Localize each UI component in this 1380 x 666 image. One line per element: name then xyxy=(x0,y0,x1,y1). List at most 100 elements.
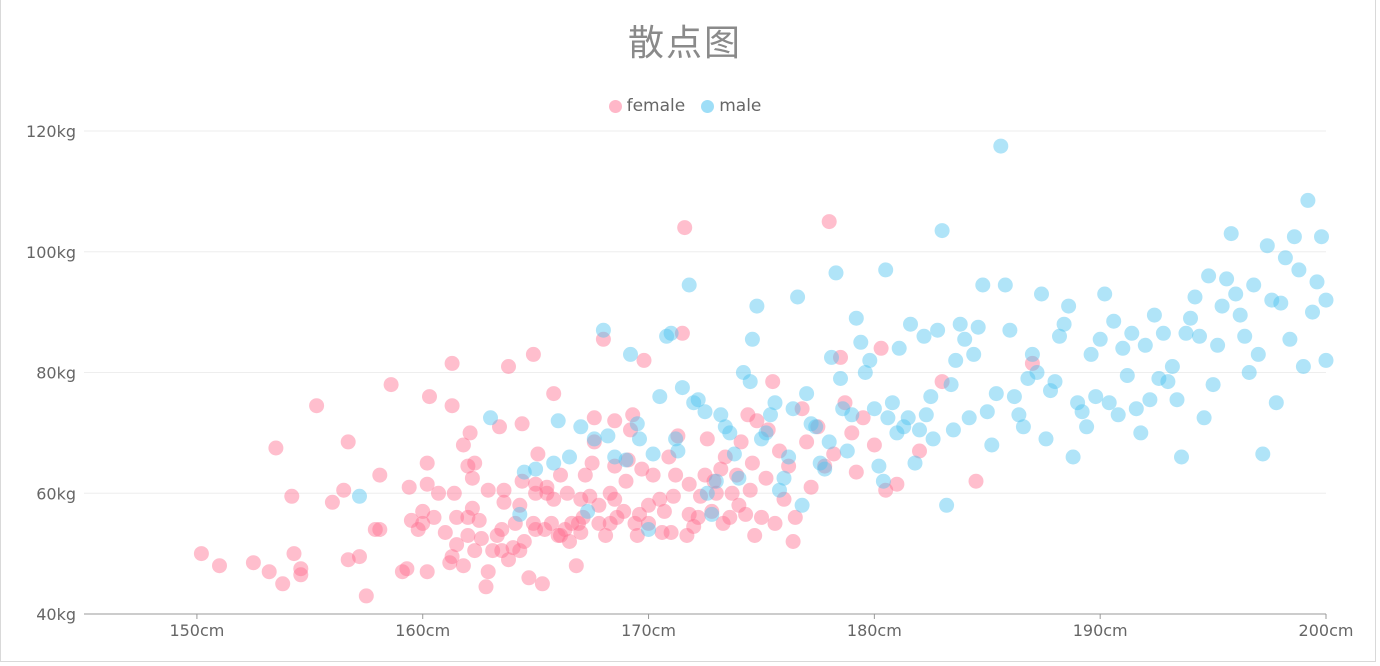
point-female xyxy=(460,528,476,543)
point-female xyxy=(534,576,550,592)
point-male xyxy=(744,331,760,347)
point-male xyxy=(1160,374,1176,390)
point-female xyxy=(573,525,589,540)
point-male xyxy=(623,346,638,362)
point-female xyxy=(912,443,927,459)
point-male xyxy=(943,377,959,393)
point-male xyxy=(1070,395,1086,411)
point-male xyxy=(988,386,1004,402)
x-tick-label: 170cm xyxy=(621,621,676,640)
point-female xyxy=(665,488,681,504)
point-female xyxy=(460,509,476,525)
point-female xyxy=(704,503,720,519)
point-female xyxy=(415,515,431,531)
point-male xyxy=(704,506,720,522)
point-female xyxy=(878,482,894,498)
point-female xyxy=(431,485,446,501)
point-female xyxy=(826,446,842,462)
point-male xyxy=(833,371,848,386)
point-female xyxy=(358,588,374,604)
point-male xyxy=(1097,286,1113,302)
point-male xyxy=(785,401,801,417)
point-male xyxy=(1146,307,1162,323)
point-female xyxy=(473,531,489,546)
point-male xyxy=(925,431,941,447)
point-female xyxy=(501,552,516,568)
point-female xyxy=(661,449,677,465)
point-female xyxy=(268,440,284,456)
point-female xyxy=(550,528,566,543)
point-male xyxy=(891,340,907,356)
y-tick-label: 60kg xyxy=(36,484,76,503)
point-female xyxy=(422,389,437,405)
point-male xyxy=(735,365,751,380)
point-female xyxy=(744,455,760,471)
point-male xyxy=(1065,449,1081,465)
point-female xyxy=(372,467,388,483)
point-male xyxy=(1024,346,1040,362)
point-female xyxy=(697,467,713,483)
point-female xyxy=(715,515,731,531)
point-male xyxy=(763,407,778,423)
point-female xyxy=(765,374,781,390)
point-male xyxy=(1088,389,1104,405)
point-male xyxy=(912,422,927,438)
point-male xyxy=(997,277,1013,293)
point-male xyxy=(1237,328,1253,344)
point-female xyxy=(855,410,871,426)
point-male xyxy=(835,401,851,417)
point-male xyxy=(546,455,562,471)
point-female xyxy=(794,401,810,417)
point-female xyxy=(713,461,729,477)
point-female xyxy=(654,525,670,540)
legend[interactable]: female male xyxy=(0,96,1370,116)
point-male xyxy=(984,437,1000,453)
point-male xyxy=(776,470,792,486)
point-female xyxy=(636,352,652,368)
point-male xyxy=(1318,292,1334,308)
legend-swatch-male xyxy=(701,99,715,113)
point-female xyxy=(668,467,684,483)
point-female xyxy=(634,461,650,477)
point-female xyxy=(623,422,638,438)
point-female xyxy=(803,479,819,495)
point-male xyxy=(884,395,900,411)
point-male xyxy=(1178,325,1194,341)
point-male xyxy=(670,443,686,459)
point-female xyxy=(471,512,487,528)
point-female xyxy=(507,515,523,531)
point-female xyxy=(618,473,634,489)
point-male xyxy=(993,138,1009,154)
point-male xyxy=(794,497,810,513)
point-female xyxy=(873,340,889,356)
point-female xyxy=(537,522,553,537)
point-male xyxy=(1074,404,1090,420)
point-male xyxy=(979,404,995,420)
point-female xyxy=(706,473,722,489)
point-female xyxy=(530,446,546,462)
point-male xyxy=(1110,407,1126,423)
point-male xyxy=(817,461,833,477)
point-female xyxy=(514,416,530,432)
point-male xyxy=(848,310,864,326)
point-male xyxy=(1295,359,1311,374)
x-tick-label: 150cm xyxy=(169,621,224,640)
point-male xyxy=(1273,295,1289,311)
legend-item-female[interactable]: female xyxy=(608,96,685,116)
point-female xyxy=(586,434,602,450)
point-male xyxy=(862,352,878,368)
point-female xyxy=(293,567,309,583)
point-male xyxy=(699,485,715,501)
point-female xyxy=(480,482,496,498)
point-female xyxy=(340,434,356,450)
point-female xyxy=(494,522,510,537)
point-male xyxy=(586,431,602,447)
point-male xyxy=(871,458,887,474)
legend-item-male[interactable]: male xyxy=(701,96,761,116)
point-female xyxy=(833,349,848,365)
legend-swatch-female xyxy=(608,99,622,113)
point-female xyxy=(286,546,302,562)
point-female xyxy=(724,485,740,501)
point-female xyxy=(776,491,792,507)
